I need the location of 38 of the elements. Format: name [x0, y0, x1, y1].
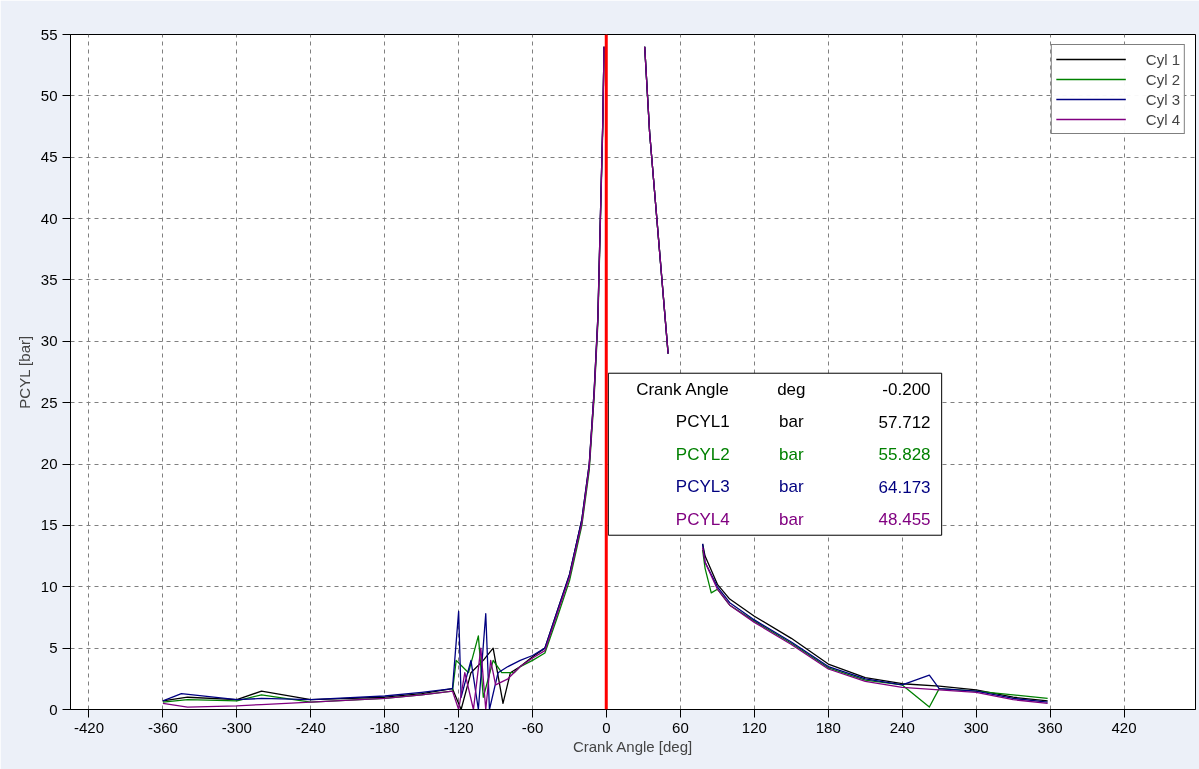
- y-tick-label: 35: [40, 270, 58, 288]
- text: Crank Angle deg -0.200: [636, 379, 931, 400]
- x-tick-label: -120: [443, 718, 474, 736]
- x-tick-label: 0: [602, 718, 611, 736]
- x-tick-label: -240: [295, 718, 326, 736]
- y-tick-label: 5: [49, 639, 58, 657]
- x-tick-label: 240: [889, 718, 915, 736]
- x-tick-label: -420: [73, 718, 104, 736]
- x-tick-label: 300: [963, 718, 989, 736]
- text: PCYL3 bar 64.173: [675, 477, 931, 497]
- x-tick-label: -60: [521, 718, 544, 736]
- y-tick-label: 50: [40, 86, 58, 104]
- legend-label: Cyl 3: [1145, 90, 1180, 108]
- y-tick-label: 55: [40, 25, 58, 43]
- text: PCYL2 bar 55.828: [675, 444, 931, 465]
- x-tick-label: 180: [815, 718, 841, 736]
- y-axis-title: PCYL [bar]: [15, 335, 33, 409]
- x-tick-label: 120: [741, 718, 767, 736]
- y-tick-label: 40: [40, 209, 58, 227]
- y-tick-label: 45: [40, 148, 58, 166]
- x-axis-title: Crank Angle [deg]: [572, 737, 693, 755]
- y-tick-label: 25: [40, 393, 58, 411]
- y-tick-label: 30: [40, 332, 58, 350]
- x-tick-label: 360: [1037, 718, 1063, 736]
- y-tick-label: 15: [40, 516, 58, 534]
- legend-label: Cyl 2: [1145, 70, 1180, 88]
- text: PCYL4 bar 48.455: [675, 509, 931, 530]
- x-tick-label: 420: [1111, 718, 1137, 736]
- x-tick-label: -300: [221, 718, 252, 736]
- y-tick-label: 20: [40, 455, 58, 473]
- x-tick-label: -180: [369, 718, 400, 736]
- y-tick-label: 0: [49, 700, 58, 718]
- legend-label: Cyl 1: [1145, 50, 1180, 68]
- y-tick-label: 10: [40, 577, 58, 595]
- x-tick-label: -360: [147, 718, 178, 736]
- x-tick-label: 60: [672, 718, 689, 736]
- text: PCYL1 bar 57.712: [675, 412, 931, 432]
- legend-label: Cyl 4: [1145, 110, 1180, 128]
